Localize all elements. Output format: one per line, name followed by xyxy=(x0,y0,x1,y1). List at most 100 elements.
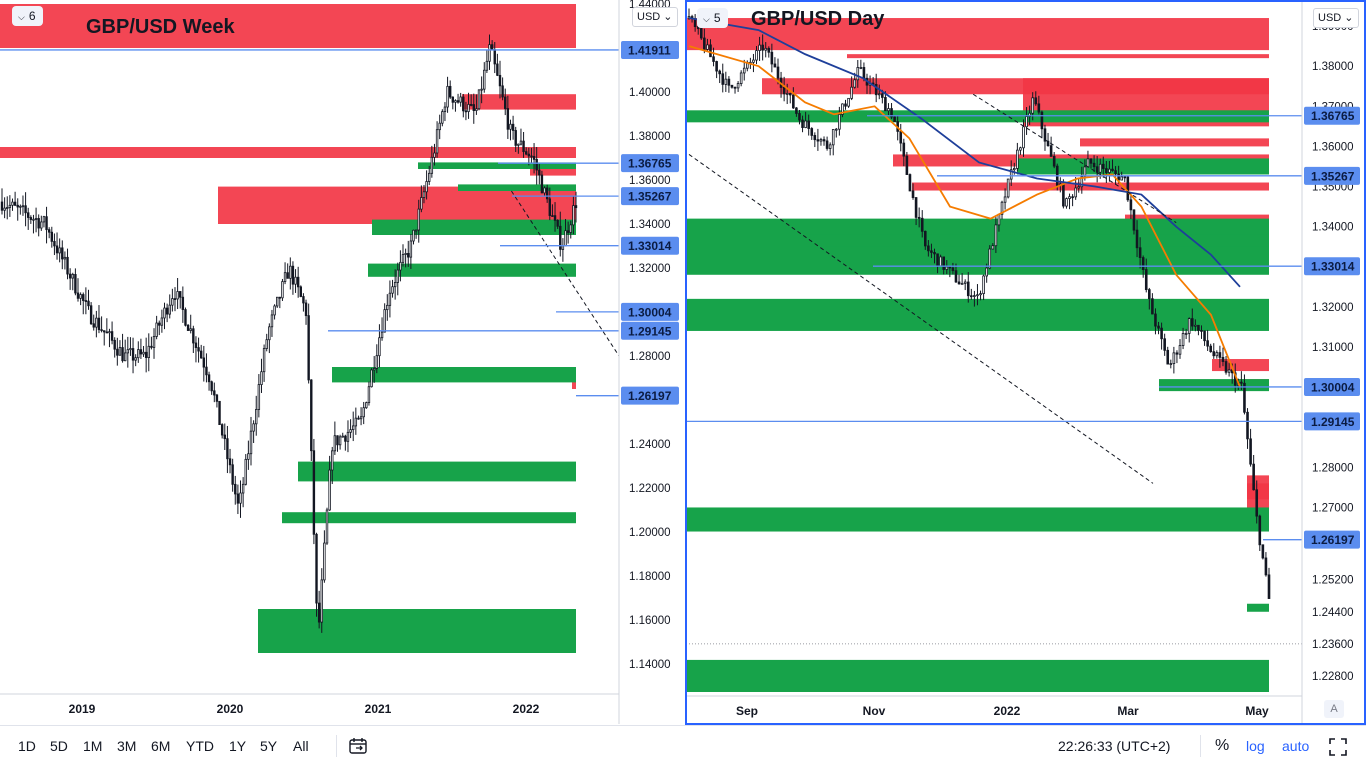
supply-zone xyxy=(1125,214,1269,223)
candle-body xyxy=(55,245,59,254)
candle-body xyxy=(908,174,912,192)
candle-body xyxy=(333,435,337,452)
daily-chart-pane[interactable]: 1.390001.380001.370001.360001.350001.340… xyxy=(685,0,1366,725)
candle-body xyxy=(835,128,838,131)
demand-zone xyxy=(298,461,576,482)
range-all[interactable]: All xyxy=(293,738,309,754)
candle-body xyxy=(1160,327,1163,340)
candle-body xyxy=(1062,183,1065,207)
candle-body xyxy=(357,417,360,420)
candle-body xyxy=(509,123,512,130)
candle-body xyxy=(1148,289,1151,300)
interval-value: 5 xyxy=(713,11,721,25)
candle-body xyxy=(165,307,169,315)
candle-body xyxy=(810,128,814,136)
weekly-chart-canvas[interactable]: 1.44000 1.40000 1.38000 1.36000 1.34000 1.320… xyxy=(0,0,683,725)
candle-body xyxy=(1184,332,1188,335)
candle-body xyxy=(281,281,284,299)
candle-body xyxy=(807,120,810,129)
candle-body xyxy=(3,207,6,211)
price-level-tag xyxy=(1304,106,1360,125)
candle-body xyxy=(939,256,942,267)
candle-body xyxy=(79,294,82,299)
candle-body xyxy=(776,66,780,79)
range-5d[interactable]: 5D xyxy=(50,738,68,754)
candle-body xyxy=(1200,330,1203,332)
price-level-tag xyxy=(1304,166,1360,185)
candle-body xyxy=(249,430,253,455)
candle-body xyxy=(399,261,402,271)
candle-body xyxy=(456,100,460,103)
demand-zone xyxy=(368,263,576,277)
candle-body xyxy=(121,347,124,362)
price-tick-label: 1.32000 xyxy=(1312,302,1354,314)
candle-body xyxy=(548,198,551,216)
trendline xyxy=(688,154,1154,484)
candle-body xyxy=(1028,112,1031,117)
demand-zone xyxy=(332,367,576,383)
candle-body xyxy=(344,435,347,442)
price-level-label: 1.36765 xyxy=(1311,109,1355,123)
range-6m[interactable]: 6M xyxy=(151,738,171,754)
candle-body xyxy=(129,348,132,351)
auto-toggle[interactable]: auto xyxy=(1282,738,1310,754)
percent-toggle[interactable]: % xyxy=(1215,737,1230,754)
candle-body xyxy=(50,231,53,242)
candle-body xyxy=(199,350,203,359)
candle-body xyxy=(1092,162,1096,168)
range-3m[interactable]: 3M xyxy=(117,738,137,754)
interval-selector[interactable]: ⌵ 6 xyxy=(12,6,43,26)
candle-body xyxy=(257,384,261,410)
candle-body xyxy=(255,409,258,425)
candle-body xyxy=(988,248,992,269)
range-1y[interactable]: 1Y xyxy=(229,738,247,754)
range-ytd[interactable]: YTD xyxy=(186,738,214,754)
candle-body xyxy=(71,274,74,279)
candle-body xyxy=(1206,340,1209,347)
price-level-tag xyxy=(1304,257,1360,276)
candle-body xyxy=(213,390,216,396)
price-axis xyxy=(619,0,683,724)
candle-body xyxy=(97,317,101,331)
candle-body xyxy=(430,156,434,174)
date-range-icon[interactable] xyxy=(348,736,368,759)
candle-body xyxy=(755,50,758,61)
candle-body xyxy=(236,493,240,504)
daily-chart-canvas[interactable]: 1.390001.380001.370001.360001.350001.340… xyxy=(687,2,1364,723)
candle-body xyxy=(1108,168,1111,173)
candle-body xyxy=(61,247,64,260)
price-level-tag xyxy=(621,302,679,321)
candle-body xyxy=(566,230,570,233)
candle-body xyxy=(899,130,903,144)
weekly-chart-pane[interactable]: 1.44000 1.40000 1.38000 1.36000 1.34000 1.320… xyxy=(0,0,683,725)
range-5y[interactable]: 5Y xyxy=(260,738,278,754)
candle-body xyxy=(564,230,567,247)
range-1d[interactable]: 1D xyxy=(18,738,36,754)
candle-body xyxy=(283,272,287,282)
candle-body xyxy=(244,458,247,485)
candle-body xyxy=(1019,147,1022,151)
currency-button[interactable]: USD ⌄ xyxy=(632,7,678,27)
currency-button[interactable]: USD ⌄ xyxy=(1313,8,1359,28)
candle-body xyxy=(294,276,297,285)
candle-body xyxy=(1089,158,1093,164)
candle-body xyxy=(709,44,712,58)
candle-body xyxy=(317,602,321,623)
log-toggle[interactable]: log xyxy=(1246,738,1265,754)
candle-body xyxy=(712,56,715,62)
candle-body xyxy=(874,84,878,96)
candle-body xyxy=(514,130,517,146)
candle-body xyxy=(1105,168,1108,173)
interval-selector[interactable]: ⌵ 5 xyxy=(697,8,728,28)
clock-timezone[interactable]: 22:26:33 (UTC+2) xyxy=(1058,738,1171,754)
range-1m[interactable]: 1M xyxy=(83,738,103,754)
candle-body xyxy=(1040,111,1044,130)
candle-body xyxy=(378,337,381,357)
candle-body xyxy=(957,281,961,285)
auto-scale-button[interactable]: A xyxy=(1324,700,1344,718)
candle-body xyxy=(721,73,725,85)
fullscreen-icon[interactable] xyxy=(1328,737,1348,760)
candle-body xyxy=(954,270,958,283)
candle-body xyxy=(315,533,318,604)
candle-body xyxy=(194,342,198,348)
